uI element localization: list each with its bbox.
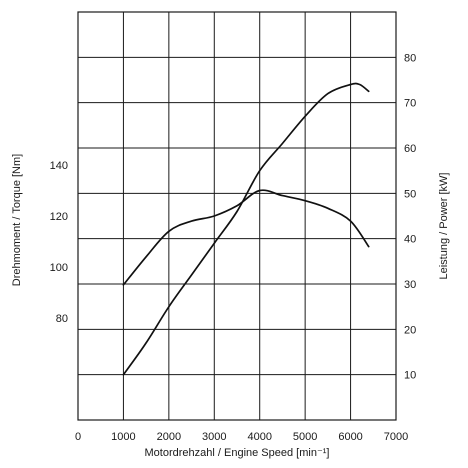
curves <box>122 82 370 376</box>
x-tick-label: 1000 <box>111 431 135 443</box>
y-right-tick-label: 60 <box>404 143 416 155</box>
y-left-tick-labels: 80 100 120 140 <box>50 160 68 325</box>
y-left-axis-title: Drehmoment / Torque [Nm] <box>11 154 23 286</box>
y-left-tick-label: 140 <box>50 160 68 172</box>
y-left-tick-label: 120 <box>50 211 68 223</box>
x-tick-label: 2000 <box>157 431 181 443</box>
x-tick-label: 0 <box>75 431 81 443</box>
torque-curve <box>122 189 370 286</box>
y-right-tick-label: 20 <box>404 324 416 336</box>
plot-frame <box>77 11 397 421</box>
x-tick-labels: 0 1000 2000 3000 4000 5000 6000 7000 <box>75 431 408 443</box>
y-right-tick-label: 40 <box>404 234 416 246</box>
x-axis-title: Motordrehzahl / Engine Speed [min⁻¹] <box>145 447 330 459</box>
y-left-tick-label: 100 <box>50 262 68 274</box>
y-right-tick-label: 50 <box>404 188 416 200</box>
y-left-tick-label: 80 <box>56 313 68 325</box>
x-tick-label: 6000 <box>338 431 362 443</box>
x-tick-label: 3000 <box>202 431 226 443</box>
y-right-tick-label: 70 <box>404 98 416 110</box>
y-right-tick-labels: 10 20 30 40 50 60 70 80 <box>404 52 416 381</box>
x-tick-label: 7000 <box>384 431 408 443</box>
power-curve <box>122 82 370 376</box>
x-tick-label: 5000 <box>293 431 317 443</box>
y-right-tick-label: 10 <box>404 370 416 382</box>
y-right-axis-title: Leistung / Power [kW] <box>438 173 450 280</box>
y-right-tick-label: 30 <box>404 279 416 291</box>
x-tick-label: 4000 <box>247 431 271 443</box>
grid <box>77 12 397 420</box>
y-right-tick-label: 80 <box>404 52 416 64</box>
